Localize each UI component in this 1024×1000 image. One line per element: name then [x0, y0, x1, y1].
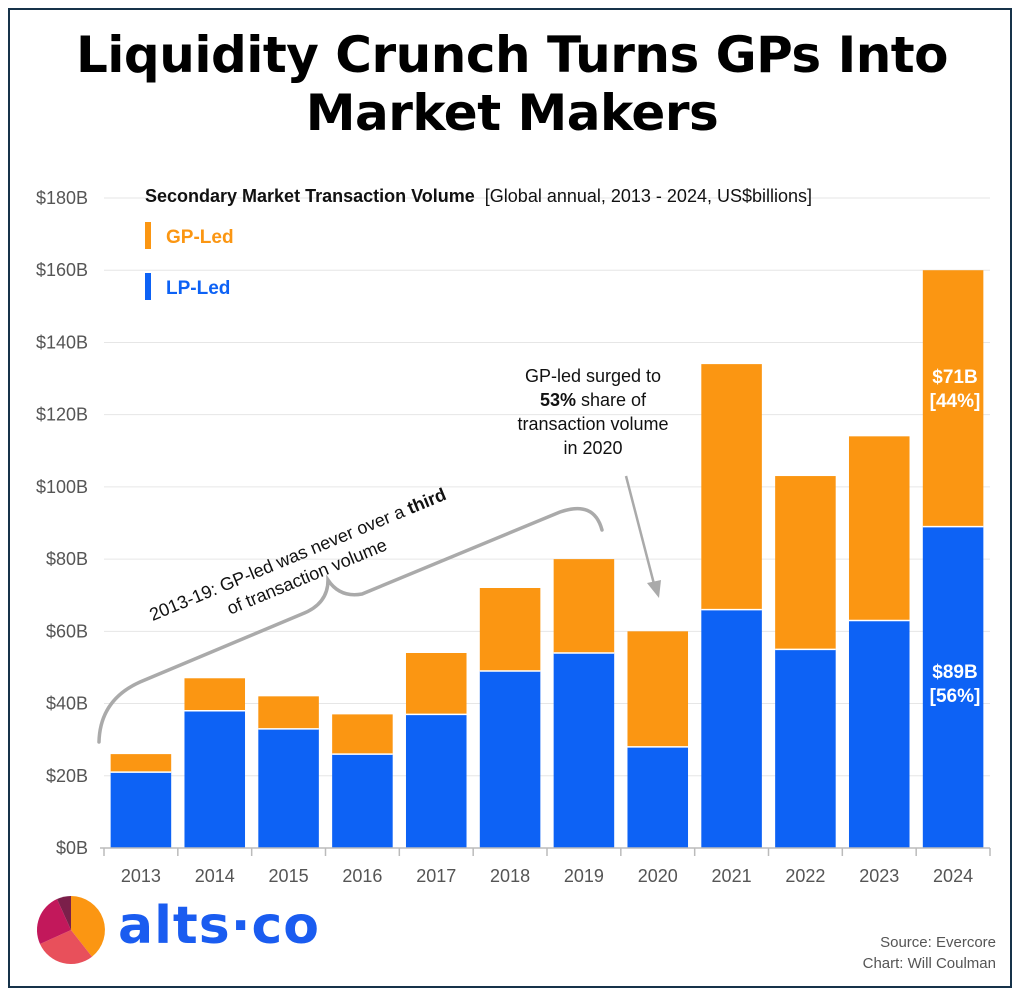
chart-subtitle: Secondary Market Transaction Volume [Glo… — [145, 186, 812, 206]
bar-gp-2018 — [479, 588, 541, 672]
x-tick-label-2019: 2019 — [564, 866, 604, 886]
bar-lp-2022 — [775, 649, 836, 848]
legend-label-gp-led: GP-Led — [166, 227, 234, 248]
gp-surge-arrow-head — [647, 580, 661, 598]
data-label-gp-share: [44%] — [930, 391, 981, 412]
x-tick-label-2018: 2018 — [490, 866, 530, 886]
bar-lp-2016 — [332, 754, 393, 848]
legend: GP-Led LP-Led — [145, 222, 234, 300]
bar-lp-2018 — [479, 671, 541, 848]
bar-lp-2013 — [110, 772, 172, 848]
brand-logo: alts·co — [118, 896, 321, 956]
bar-gp-2013 — [110, 754, 172, 773]
bar-lp-2020 — [627, 746, 689, 848]
x-tick-label-2022: 2022 — [785, 866, 825, 886]
subtitle-rest: [Global annual, 2013 - 2024, US$billions… — [485, 186, 812, 206]
bar-gp-2022 — [775, 476, 836, 650]
bar-lp-2015 — [258, 728, 319, 848]
y-tick-label-0: $0B — [56, 838, 88, 858]
credit-text: Chart: Will Coulman — [862, 955, 996, 972]
bar-gp-2016 — [332, 714, 393, 755]
bar-lp-2019 — [553, 653, 615, 848]
x-tick-label-2020: 2020 — [638, 866, 678, 886]
legend-swatch-gp-led — [145, 222, 151, 249]
y-tick-label-40: $40B — [46, 694, 88, 714]
data-labels-2024: $71B [44%] $89B [56%] — [930, 367, 981, 707]
bar-lp-2023 — [848, 620, 910, 848]
y-tick-label-80: $80B — [46, 549, 88, 569]
y-tick-label-60: $60B — [46, 621, 88, 641]
bar-gp-2020 — [627, 631, 689, 747]
chart-title: Liquidity Crunch Turns GPs Into Market M… — [0, 26, 1024, 142]
bars — [110, 270, 984, 848]
gp-surge-line-1: GP-led surged to — [525, 366, 661, 386]
gp-surge-line-3: transaction volume — [517, 414, 668, 434]
brace-text: 2013-19: GP-led was never over a third o… — [146, 484, 449, 625]
bar-gp-2017 — [405, 653, 467, 715]
bar-gp-2023 — [848, 436, 910, 621]
y-tick-label-120: $120B — [36, 405, 88, 425]
bar-gp-2019 — [553, 559, 615, 653]
subtitle-bold: Secondary Market Transaction Volume — [145, 186, 475, 206]
gp-surge-line-4: in 2020 — [563, 438, 622, 458]
y-tick-label-160: $160B — [36, 260, 88, 280]
y-axis: $0B $20B $40B $60B $80B $100B $120B $140B $160B $… — [36, 188, 88, 858]
bar-gp-2024 — [922, 270, 984, 527]
x-tick-label-2023: 2023 — [859, 866, 899, 886]
x-tick-label-2021: 2021 — [712, 866, 752, 886]
bar-lp-2014 — [184, 710, 246, 848]
bar-lp-2021 — [701, 609, 762, 848]
x-tick-label-2014: 2014 — [195, 866, 235, 886]
bar-gp-2021 — [701, 364, 762, 610]
legend-label-lp-led: LP-Led — [166, 278, 230, 299]
data-label-lp-share: [56%] — [930, 686, 981, 707]
title-line-1: Liquidity Crunch Turns GPs Into — [75, 26, 949, 84]
y-tick-label-140: $140B — [36, 332, 88, 352]
gp-surge-line-2: 53% share of — [540, 390, 647, 410]
gp-surge-annotation: GP-led surged to 53% share of transactio… — [517, 366, 669, 598]
pie-logo-icon — [36, 896, 105, 964]
data-label-lp-value: $89B — [932, 662, 977, 683]
x-tick-label-2024: 2024 — [933, 866, 973, 886]
chart-frame — [8, 8, 1012, 988]
x-axis: 2013 2014 2015 2016 2017 2018 2019 2020 2021 2022… — [100, 847, 991, 886]
bar-gp-2015 — [258, 696, 319, 729]
brace-text-line-1: 2013-19: GP-led was never over a third — [146, 484, 449, 625]
y-tick-label-180: $180B — [36, 188, 88, 208]
brace-line — [97, 506, 604, 744]
x-tick-label-2017: 2017 — [416, 866, 456, 886]
y-tick-label-20: $20B — [46, 766, 88, 786]
gp-surge-arrow-line — [624, 475, 656, 585]
bar-gp-2014 — [184, 678, 246, 711]
data-label-gp-value: $71B — [932, 367, 977, 388]
y-tick-label-100: $100B — [36, 477, 88, 497]
grid-lines — [104, 197, 990, 777]
x-tick-label-2015: 2015 — [269, 866, 309, 886]
bar-lp-2024 — [922, 526, 984, 848]
x-tick-label-2013: 2013 — [121, 866, 161, 886]
x-tick-label-2016: 2016 — [342, 866, 382, 886]
legend-swatch-lp-led — [145, 273, 151, 300]
bar-lp-2017 — [405, 714, 467, 848]
source-text: Source: Evercore — [880, 934, 996, 951]
title-line-2: Market Makers — [305, 84, 719, 142]
source-block: Source: Evercore Chart: Will Coulman — [863, 932, 996, 974]
